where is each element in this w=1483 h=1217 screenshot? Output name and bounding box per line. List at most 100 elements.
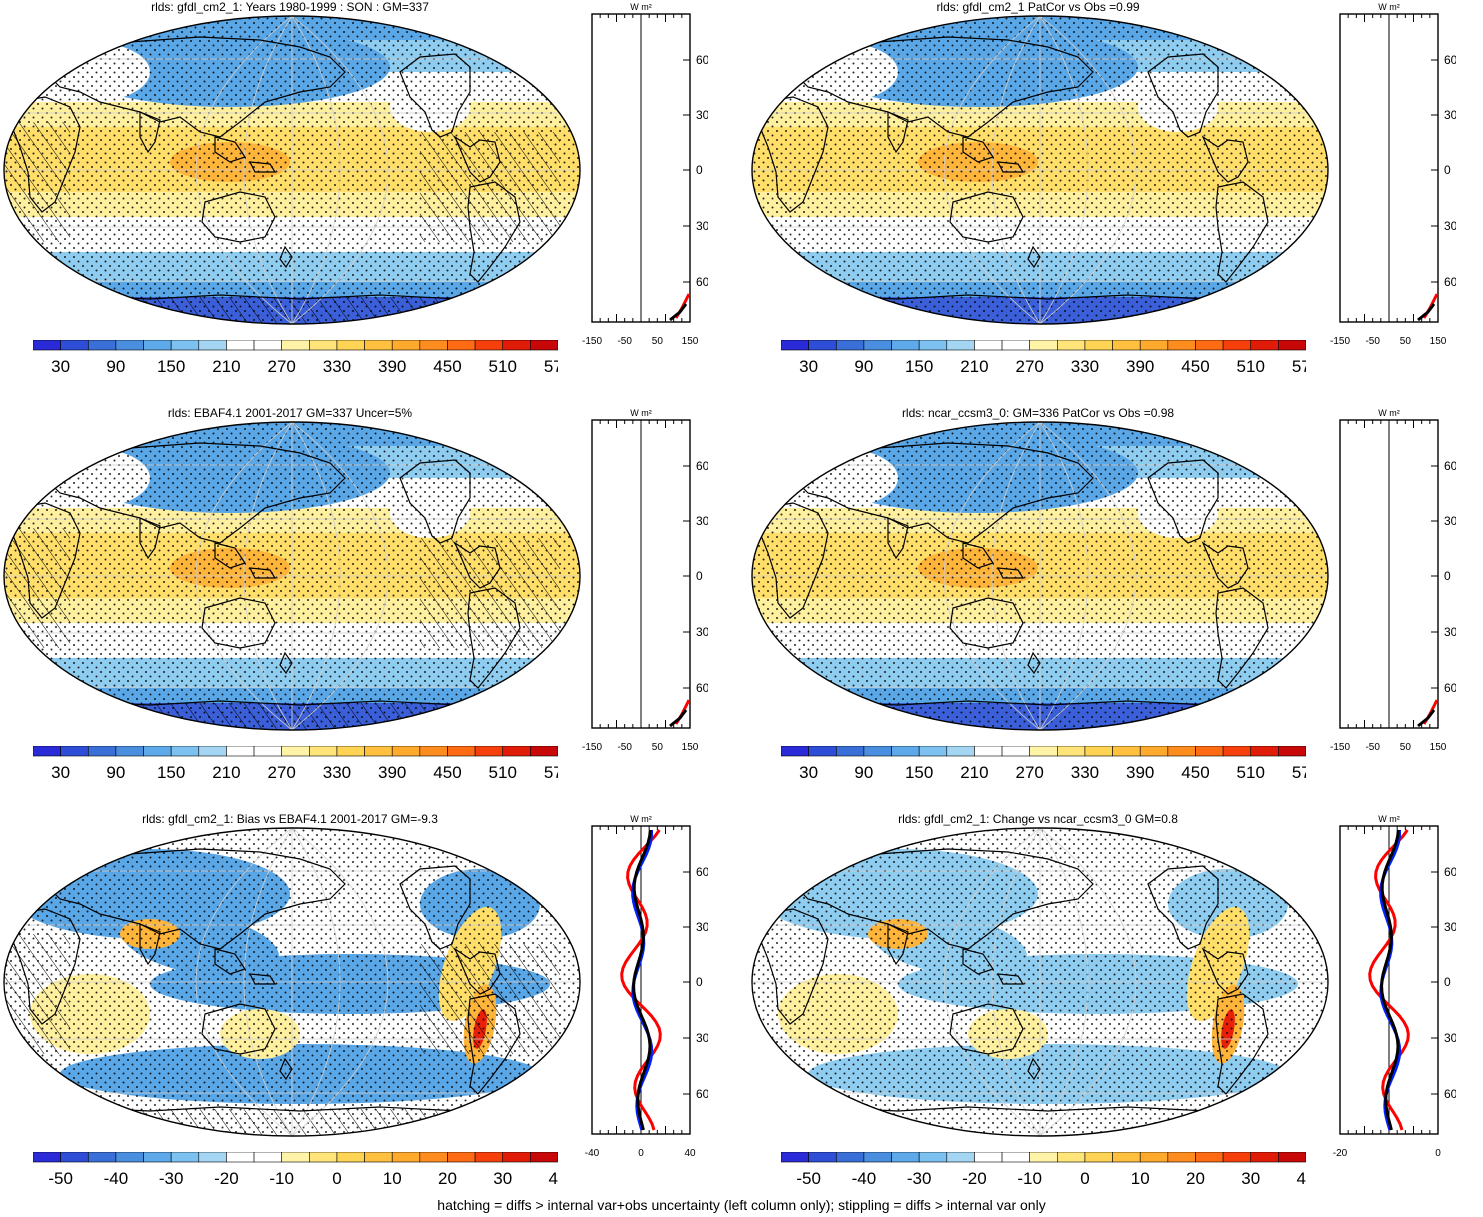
colorbar-swatch: [1057, 746, 1086, 757]
colorbar-swatch: [281, 340, 310, 351]
zonal-mean-plot: W m² -150 -50 50 150 60N 30N 0 30S 60S: [582, 2, 708, 347]
colorbar-tick-label: 20: [1186, 1169, 1205, 1188]
colorbar-swatch: [891, 746, 920, 757]
colorbar-tick-label: 210: [960, 357, 988, 376]
zonal-curve-red: [620, 829, 662, 1131]
colorbar-swatch: [281, 746, 310, 757]
colorbar-swatch: [1112, 1152, 1141, 1163]
zonal-y-tick-label: 30N: [696, 108, 708, 122]
colorbar-swatch: [530, 746, 558, 757]
colorbar-swatch: [863, 746, 892, 757]
colorbar-swatch: [1057, 340, 1086, 351]
zonal-y-tick-label: 30N: [1444, 514, 1456, 528]
colorbar-tick-label: 510: [1237, 763, 1265, 782]
colorbar-swatch: [530, 1152, 558, 1163]
colorbar-swatch: [502, 340, 531, 351]
colorbar-tick-label: 10: [1131, 1169, 1150, 1188]
colorbar-swatch: [309, 746, 338, 757]
panel-title: rlds: gfdl_cm2_1: Bias vs EBAF4.1 2001-2…: [142, 812, 438, 826]
panel-ebaf-obs: rlds: EBAF4.1 2001-2017 GM=337 Uncer=5% …: [0, 406, 740, 811]
colorbar-tick-label: 450: [433, 357, 461, 376]
zonal-curve-black: [669, 709, 688, 728]
colorbar-tick-label: -50: [796, 1169, 821, 1188]
zonal-y-tick-label: 0: [1444, 569, 1451, 583]
colorbar-tick-label: 330: [1071, 357, 1099, 376]
colorbar-swatch: [1084, 746, 1113, 757]
colorbar-swatch: [419, 746, 448, 757]
zonal-mean-plot: W m² -20 0 60N 30N 0 30S 60S: [1333, 814, 1456, 1159]
zonal-mean-plot: W m² -40 0 40 60N 30N 0 30S 60S: [585, 814, 708, 1159]
zonal-y-tick-label: 0: [696, 975, 703, 989]
colorbar-swatch: [863, 1152, 892, 1163]
colorbar-swatch: [419, 1152, 448, 1163]
colorbar-swatch: [447, 746, 476, 757]
colorbar-swatch: [1084, 1152, 1113, 1163]
zonal-mean-plot: W m² -150 -50 50 150 60N 30N 0 30S 60S: [1330, 2, 1456, 347]
colorbar-tick-label: 40: [549, 1169, 558, 1188]
zonal-unit-label: W m²: [630, 408, 652, 418]
colorbar-swatch: [115, 340, 144, 351]
zonal-curve-black: [1380, 829, 1400, 1131]
colorbar-tick-label: 150: [905, 357, 933, 376]
robinson-map: [751, 421, 1329, 731]
zonal-x-tick-label: 150: [1430, 336, 1447, 347]
zonal-curve-black: [632, 829, 652, 1131]
colorbar-swatch: [1001, 1152, 1030, 1163]
panel-title: rlds: ncar_ccsm3_0: GM=336 PatCor vs Obs…: [901, 406, 1175, 420]
colorbar-swatch: [336, 340, 365, 351]
colorbar-swatch: [502, 746, 531, 757]
zonal-y-tick-label: 30N: [1444, 108, 1456, 122]
colorbar-swatch: [336, 1152, 365, 1163]
footer-note: hatching = diffs > internal var+obs unce…: [437, 1197, 1046, 1213]
colorbar-swatch: [226, 1152, 255, 1163]
colorbar-tick-label: 270: [267, 763, 295, 782]
colorbar-swatch: [974, 1152, 1003, 1163]
zonal-y-tick-label: 60N: [1444, 53, 1456, 67]
colorbar-swatch: [781, 340, 809, 351]
zonal-unit-label: W m²: [1378, 408, 1400, 418]
colorbar-swatch: [1222, 340, 1252, 351]
colorbar-swatch: [391, 340, 421, 351]
colorbar-tick-label: 150: [905, 763, 933, 782]
zonal-x-tick-label: -150: [1330, 742, 1350, 753]
colorbar-swatch: [33, 1152, 61, 1163]
zonal-y-tick-label: 60S: [696, 1087, 708, 1101]
zonal-y-tick-label: 30S: [696, 1031, 708, 1045]
zonal-x-tick-label: 150: [682, 742, 699, 753]
colorbar-swatch: [447, 1152, 476, 1163]
colorbar-swatch: [364, 340, 393, 351]
colorbar-tick-label: 330: [323, 357, 351, 376]
colorbar-tick-label: 90: [106, 357, 125, 376]
colorbar-tick-label: 450: [1181, 357, 1209, 376]
colorbar-tick-label: -40: [852, 1169, 877, 1188]
colorbar-tick-label: 210: [960, 763, 988, 782]
colorbar-swatch: [87, 746, 117, 757]
colorbar-swatch: [1222, 1152, 1252, 1163]
colorbar-swatch: [1112, 746, 1141, 757]
colorbar-tick-label: 570: [1292, 763, 1306, 782]
colorbar-tick-label: 150: [157, 763, 185, 782]
colorbar-tick-label: 10: [383, 1169, 402, 1188]
colorbar: 3090150210270330390450510570630: [33, 746, 558, 782]
colorbar-tick-label: 570: [544, 357, 558, 376]
colorbar-swatch: [1250, 746, 1279, 757]
colorbar-swatch: [364, 1152, 393, 1163]
colorbar-swatch: [1250, 340, 1279, 351]
colorbar-swatch: [1139, 340, 1169, 351]
colorbar-swatch: [1057, 1152, 1086, 1163]
zonal-y-tick-label: 30S: [696, 625, 708, 639]
colorbar-swatch: [1029, 340, 1058, 351]
colorbar-swatch: [170, 746, 200, 757]
zonal-unit-label: W m²: [1378, 814, 1400, 824]
zonal-y-tick-label: 0: [1444, 975, 1451, 989]
zonal-unit-label: W m²: [630, 2, 652, 12]
colorbar-tick-label: -30: [907, 1169, 932, 1188]
colorbar-swatch: [1195, 1152, 1224, 1163]
colorbar-tick-label: 210: [212, 357, 240, 376]
panel-ncar-climatology: rlds: ncar_ccsm3_0: GM=336 PatCor vs Obs…: [748, 406, 1483, 811]
zonal-y-tick-label: 60S: [1444, 1087, 1456, 1101]
zonal-y-tick-label: 30N: [696, 514, 708, 528]
colorbar-tick-label: 30: [1241, 1169, 1260, 1188]
zonal-y-tick-label: 30S: [1444, 625, 1456, 639]
zonal-x-tick-label: -50: [617, 336, 632, 347]
